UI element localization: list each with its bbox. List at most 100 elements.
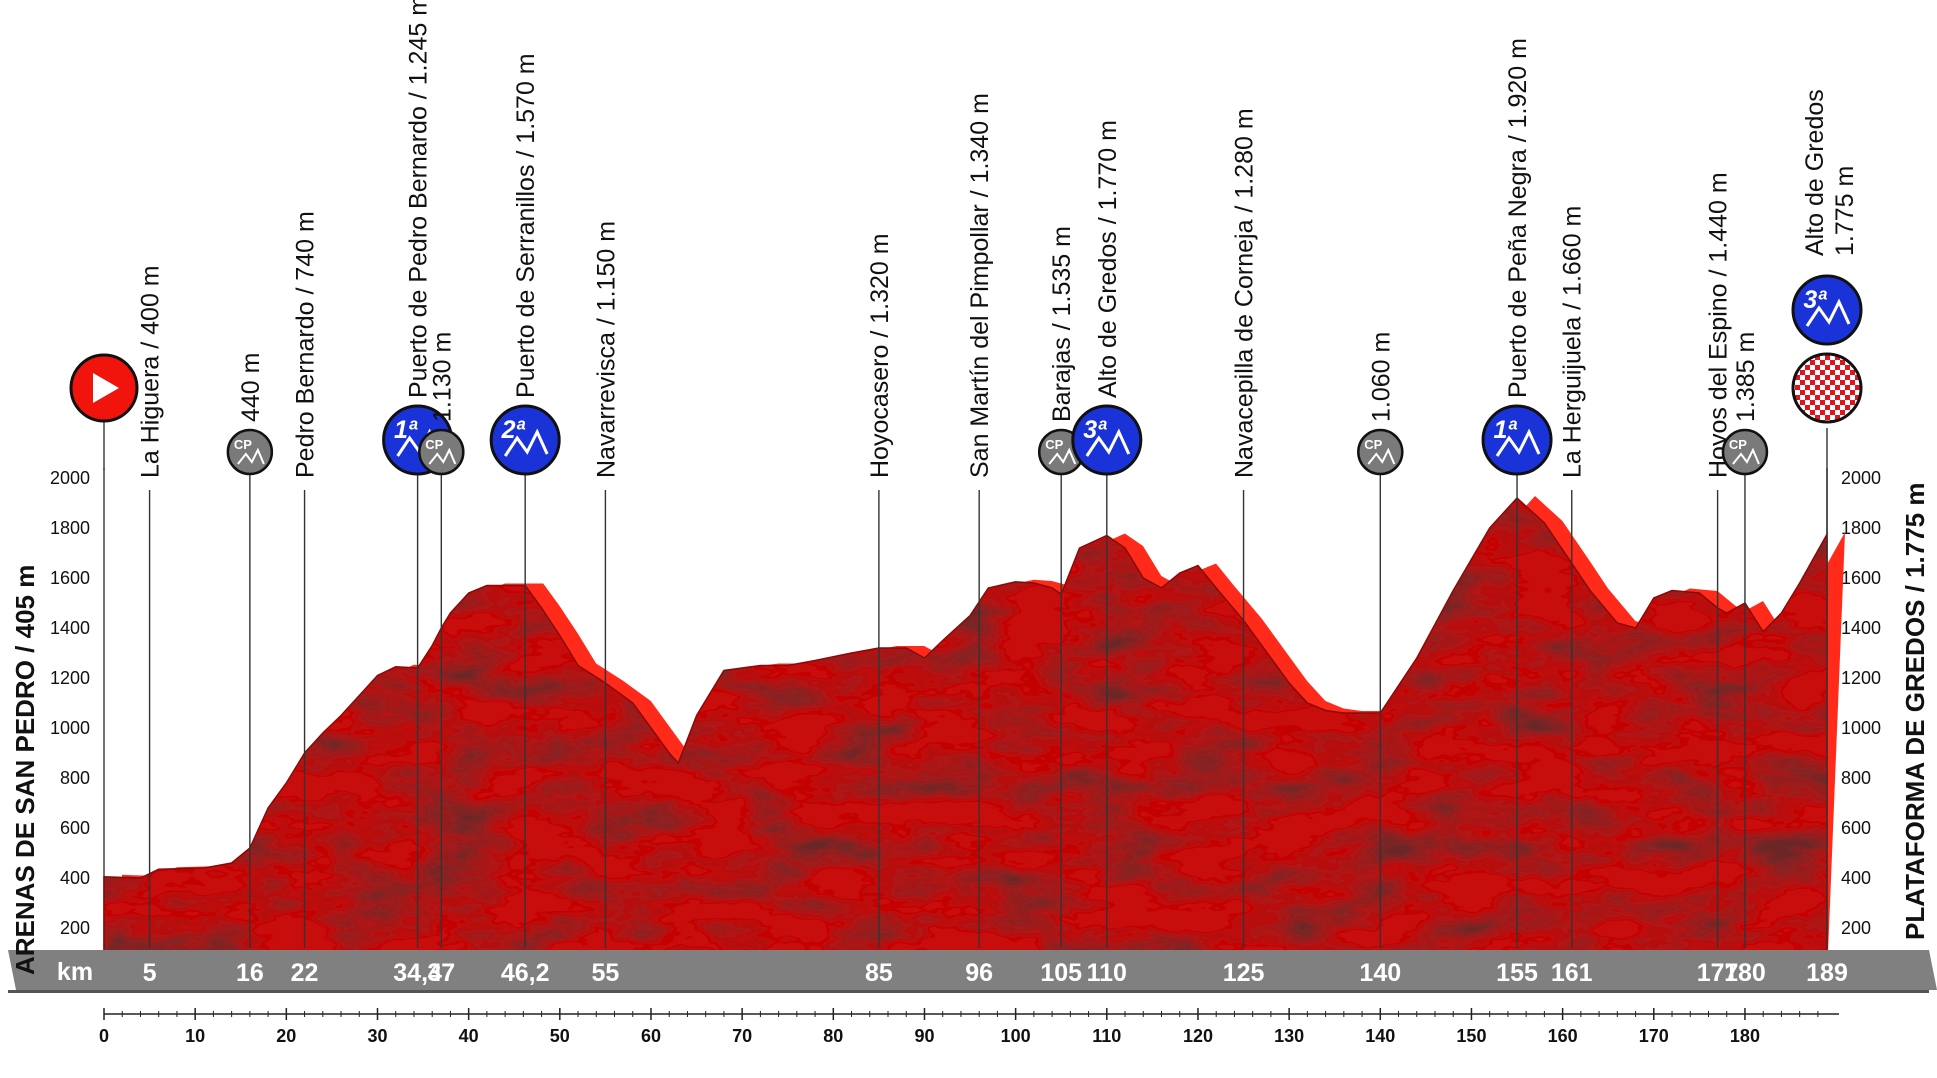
y-tick-label-left: 800 (60, 768, 90, 788)
x-tick-label: 180 (1730, 1026, 1760, 1046)
climb-category-label: 2ª (501, 416, 526, 444)
y-tick-label-left: 1800 (50, 518, 90, 538)
x-tick-label: 110 (1092, 1026, 1121, 1046)
finish-side-label: PLATAFORMA DE GREDOS / 1.775 m (1900, 483, 1930, 940)
y-tick-label-left: 1000 (50, 718, 90, 738)
poi-label: 1.060 m (1367, 332, 1395, 422)
km-mark-label: 155 (1496, 959, 1538, 987)
y-tick-label-right: 600 (1841, 818, 1871, 838)
y-tick-label-left: 400 (60, 868, 90, 888)
x-tick-label: 140 (1365, 1026, 1395, 1046)
poi-label: 1.385 m (1732, 332, 1760, 422)
profile-area (104, 498, 1827, 978)
x-tick-label: 100 (1001, 1026, 1031, 1046)
km-mark-label: 34,4 (393, 959, 442, 987)
poi-label: Hoyos del Espino / 1.440 m (1705, 172, 1733, 478)
poi-label: Navacepilla de Corneja / 1.280 m (1231, 108, 1259, 478)
y-tick-label-right: 400 (1841, 868, 1871, 888)
km-mark-label: 140 (1359, 959, 1401, 987)
climb-category-label: 1ª (1493, 416, 1517, 444)
text-layer: La Higuera / 400 m CP 440 m Pedro Bernardo … (10, 0, 1930, 975)
y-tick-label-right: 1400 (1841, 618, 1881, 638)
km-mark-label: 96 (965, 959, 993, 987)
poi-elevation-label: 1.775 m (1831, 166, 1859, 256)
x-tick-label: 130 (1274, 1026, 1304, 1046)
finish-flag-badge (1791, 352, 1863, 424)
sprint-badge-label: CP (1729, 437, 1747, 452)
y-tick-label-left: 1200 (50, 668, 90, 688)
km-mark-label: 177 (1697, 959, 1739, 987)
y-tick-label-left: 1600 (50, 568, 90, 588)
km-mark-label: 37 (427, 959, 455, 987)
km-mark-label: 189 (1806, 959, 1848, 987)
poi-label: Hoyocasero / 1.320 m (866, 233, 894, 478)
km-bar (8, 950, 1937, 990)
mountain-icon (237, 447, 265, 465)
km-mark-label: 125 (1223, 959, 1265, 987)
y-tick-label-left: 200 (60, 918, 90, 938)
mountain-icon (1495, 428, 1541, 457)
y-tick-label-left: 2000 (50, 468, 90, 488)
mountain-icon (503, 428, 549, 457)
km-mark-label: 85 (865, 959, 893, 987)
start-arrow-icon (93, 373, 119, 403)
km-mark-label: 180 (1724, 959, 1766, 987)
km-mark-label: 110 (1087, 959, 1127, 987)
km-mark-label: 16 (236, 959, 264, 987)
poi-label: Puerto de Serranillos / 1.570 m (512, 53, 540, 398)
climb-category-label: 3ª (1803, 286, 1827, 314)
x-tick-label: 20 (276, 1026, 296, 1046)
y-tick-label-left: 600 (60, 818, 90, 838)
climb-category-badge (1481, 404, 1553, 476)
y-tick-label-right: 1600 (1841, 568, 1881, 588)
mountain-icon (1367, 447, 1396, 465)
km-bar-layer: km 5 16 22 34,437 46,2 55 85 96 105 110 125 140 155 16… (8, 950, 1937, 993)
poi-name-label: Alto de Gredos (1801, 89, 1829, 256)
climb-category-badge (1071, 404, 1143, 476)
y-tick-label-right: 1000 (1841, 718, 1881, 738)
climb-category-label: 1ª (394, 416, 418, 444)
start-side-label: ARENAS DE SAN PEDRO / 405 m (10, 565, 40, 975)
mountain-icon (1805, 298, 1851, 327)
km-mark-label: 105 (1040, 959, 1082, 987)
poi-label: 440 m (237, 353, 265, 422)
poi-label: La Herguijuela / 1.660 m (1559, 206, 1587, 478)
km-mark-label: 55 (591, 959, 619, 987)
km-mark-label: 22 (291, 959, 319, 987)
x-tick-label: 70 (732, 1026, 752, 1046)
x-tick-label: 170 (1639, 1026, 1669, 1046)
sprint-badge-label: CP (1364, 437, 1382, 452)
profile-layer (103, 496, 1845, 979)
poi-label: 1.130 m (428, 332, 456, 422)
km-mark-label: 46,2 (501, 959, 550, 987)
sprint-badge-label: CP (425, 437, 443, 452)
y-tick-label-right: 1200 (1841, 668, 1881, 688)
axis-layer: 0020020040040060060080080010001000120012… (50, 468, 1881, 1046)
poi-label: Barajas / 1.535 m (1048, 226, 1076, 422)
mountain-icon (1732, 447, 1760, 465)
poi-label: Puerto de Peña Negra / 1.920 m (1504, 38, 1532, 398)
x-tick-label: 60 (641, 1026, 661, 1046)
x-tick-label: 80 (823, 1026, 843, 1046)
climb-category-badge (1791, 274, 1863, 346)
y-tick-label-left: 1400 (50, 618, 90, 638)
y-tick-label-right: 2000 (1841, 468, 1881, 488)
poi-label: La Higuera / 400 m (137, 265, 165, 478)
x-tick-label: 30 (367, 1026, 387, 1046)
climb-category-badge (489, 404, 561, 476)
x-tick-label: 120 (1183, 1026, 1213, 1046)
climb-category-label: 3ª (1083, 416, 1107, 444)
mountain-icon (1085, 428, 1131, 457)
poi-label: Alto de Gredos / 1.770 m (1094, 120, 1122, 398)
y-tick-label-right: 1800 (1841, 518, 1881, 538)
mountain-icon (428, 447, 457, 465)
km-bar-shadow (8, 990, 1929, 993)
km-mark-label: 5 (143, 959, 157, 987)
km-unit-label: km (57, 958, 93, 986)
x-tick-label: 160 (1548, 1026, 1578, 1046)
y-tick-label-right: 800 (1841, 768, 1871, 788)
x-tick-label: 50 (550, 1026, 570, 1046)
poi-label: Navarrevisca / 1.150 m (592, 221, 620, 478)
sprint-badge-label: CP (234, 437, 252, 452)
x-tick-label: 0 (99, 1026, 109, 1046)
